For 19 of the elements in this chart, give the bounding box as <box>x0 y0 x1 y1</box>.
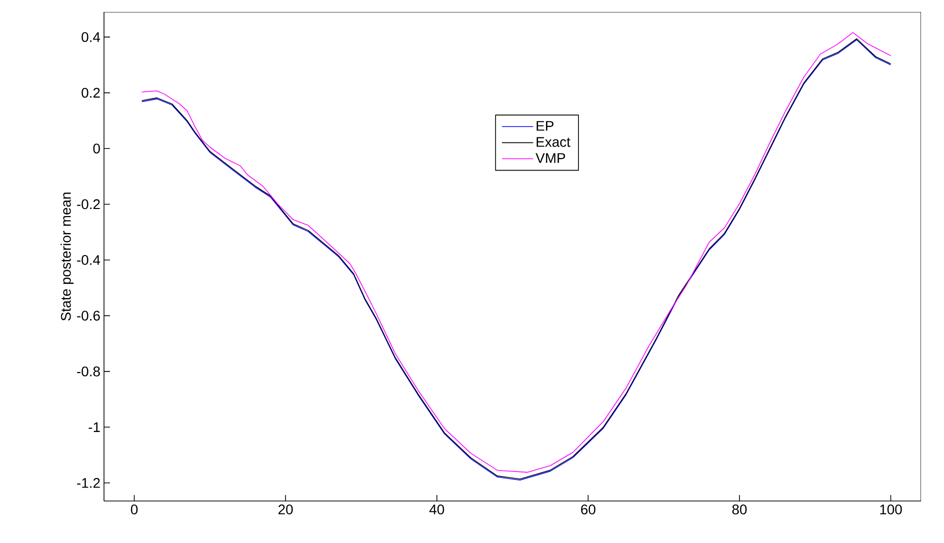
legend-label: EP <box>536 121 554 131</box>
y-axis-title: State posterior mean <box>60 192 74 321</box>
y-tick-label: 0.2 <box>82 88 100 98</box>
x-tick-label: 0 <box>130 504 138 514</box>
x-tick-label: 80 <box>732 504 747 514</box>
legend-label: VMP <box>536 153 566 163</box>
y-tick-label: 0 <box>93 144 100 154</box>
y-tick-label: -1.2 <box>77 478 100 488</box>
y-tick-label: -1 <box>88 422 100 432</box>
legend-label: Exact <box>536 137 570 147</box>
x-tick-label: 40 <box>429 504 444 514</box>
y-tick-label: -0.2 <box>77 199 100 210</box>
y-tick-label: 0.4 <box>82 32 100 42</box>
x-tick-label: 60 <box>581 504 596 514</box>
x-tick-label: 100 <box>880 504 902 514</box>
x-tick-label: 20 <box>278 504 293 514</box>
y-tick-label: -0.8 <box>77 366 100 376</box>
y-tick-label: -0.4 <box>77 255 100 265</box>
y-tick-label: -0.6 <box>77 310 100 321</box>
